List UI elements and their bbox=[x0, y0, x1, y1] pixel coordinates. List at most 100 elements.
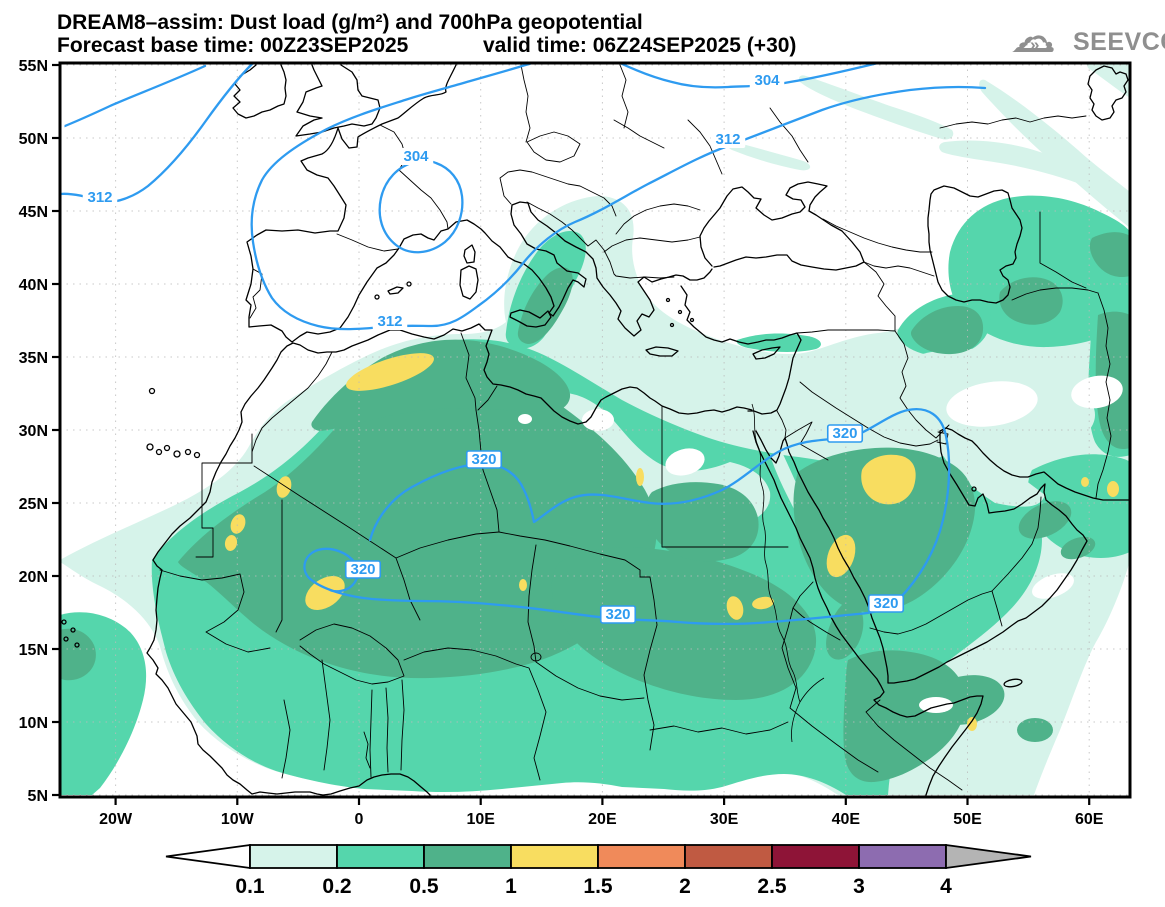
lake-chad bbox=[530, 652, 542, 662]
contour-label-text: 320 bbox=[471, 451, 496, 468]
lon-label: 40E bbox=[832, 811, 861, 828]
colorbar-arrow-below-min bbox=[165, 843, 251, 870]
contour-304-loop bbox=[378, 159, 464, 254]
coast-britain bbox=[295, 64, 381, 137]
lat-label: 15N bbox=[19, 642, 48, 659]
coast-balearics bbox=[387, 286, 404, 295]
contour-label-text: 320 bbox=[350, 561, 375, 578]
colorbar-segment bbox=[771, 844, 860, 869]
coast-corsica bbox=[463, 244, 476, 264]
contour-label-text: 312 bbox=[87, 189, 112, 206]
colorbar-tick-label: 1 bbox=[505, 875, 517, 898]
colorbar-segment bbox=[249, 844, 338, 869]
coast-sardinia bbox=[459, 265, 479, 300]
contour-label-halo bbox=[599, 605, 637, 624]
page-title: DREAM8–assim: Dust load (g/m²) and 700hP… bbox=[57, 11, 643, 34]
colorbar-tick-label: 0.2 bbox=[322, 875, 351, 898]
dust-layer-0.5 bbox=[60, 232, 1130, 783]
colorbar-tick-label: 3 bbox=[853, 875, 865, 898]
colorbar-tick-label: 0.1 bbox=[235, 875, 265, 898]
coast-turkey-levant bbox=[680, 285, 802, 415]
lat-label: 20N bbox=[19, 569, 48, 586]
colorbar-segment bbox=[597, 844, 686, 869]
coast-europe bbox=[245, 64, 713, 343]
coast-small-islands bbox=[61, 281, 1023, 688]
contour-label-halo bbox=[710, 131, 746, 148]
colorbar-segment bbox=[510, 844, 599, 869]
colorbar-tick-label: 0.5 bbox=[409, 875, 439, 898]
coast-redsea-horn bbox=[752, 430, 984, 796]
lon-label: 60E bbox=[1075, 811, 1104, 828]
contour-label-halo bbox=[372, 313, 408, 330]
contour-label-text: 320 bbox=[873, 595, 898, 612]
contour-label-halo bbox=[344, 560, 382, 579]
lat-label: 10N bbox=[19, 715, 48, 732]
contour-label-text: 320 bbox=[832, 425, 857, 442]
map-canvas: 04 312 312 312 304 304 320 320 320 320 320 bbox=[44, 63, 1130, 797]
lon-label: 0 bbox=[355, 811, 364, 828]
coast-sicily bbox=[509, 309, 552, 328]
subtitle-base-time: Forecast base time: 00Z23SEP2025 bbox=[57, 34, 409, 57]
colorbar-segment bbox=[423, 844, 512, 869]
contour-312-main bbox=[250, 63, 987, 331]
contour-304-north bbox=[618, 63, 880, 89]
colorbar-tick-label: 2 bbox=[679, 875, 691, 898]
axes: 55N 50N 45N 40N 35N 30N 25N 20N 15N 10N 5N 20W 10W 0 1… bbox=[19, 58, 1104, 828]
contour-label-halo bbox=[398, 148, 434, 165]
lat-label: 35N bbox=[19, 350, 48, 367]
lat-label: 55N bbox=[19, 58, 48, 75]
coast-crete bbox=[645, 346, 679, 357]
contour-label-text: 312 bbox=[377, 313, 402, 330]
logo-text: SEEVCCC bbox=[1073, 28, 1165, 56]
coast-africa-nw bbox=[146, 323, 753, 796]
colorbar-tick-label: 2.5 bbox=[757, 875, 787, 898]
colorbar-segment bbox=[684, 844, 773, 869]
colorbar-arrow-above-max bbox=[945, 843, 1032, 870]
lake-volta bbox=[363, 731, 371, 769]
country-borders bbox=[159, 64, 1112, 791]
lon-label: 50E bbox=[953, 811, 982, 828]
lon-label: 30E bbox=[710, 811, 739, 828]
dust-load-colorbar: 0.1 0.2 0.5 1 1.5 2 2.5 3 4 bbox=[165, 843, 1032, 898]
cloud-icon: ☁ bbox=[1010, 10, 1056, 62]
lon-label: 20W bbox=[99, 811, 133, 828]
coast-caspian bbox=[927, 185, 1023, 304]
contour-label-halo bbox=[82, 189, 118, 206]
lon-label: 10W bbox=[221, 811, 255, 828]
lat-label: 45N bbox=[19, 204, 48, 221]
lon-label: 20E bbox=[588, 811, 617, 828]
contour-label-text: 304 bbox=[754, 72, 780, 89]
lat-label: 50N bbox=[19, 131, 48, 148]
cloud-inner-icon: ☁ bbox=[1022, 24, 1048, 54]
coast-black-sea bbox=[699, 181, 865, 271]
lon-label: 10E bbox=[466, 811, 495, 828]
colorbar-segment bbox=[858, 844, 947, 869]
coast-ireland bbox=[232, 64, 287, 119]
contour-labels: 04 312 312 312 304 304 320 320 320 320 320 bbox=[44, 72, 905, 624]
contour-312-west bbox=[60, 63, 254, 204]
contour-label-halo bbox=[867, 594, 905, 613]
coastlines bbox=[61, 64, 1130, 796]
cloud-arrows-icon: » bbox=[1030, 35, 1039, 54]
colorbar-tick-label: 4 bbox=[940, 875, 952, 898]
coast-cyprus bbox=[752, 346, 781, 360]
coast-aral bbox=[1087, 65, 1129, 121]
contour-label-text: 04 bbox=[44, 115, 61, 132]
contour-label-text: 312 bbox=[715, 131, 740, 148]
contour-label-halo bbox=[749, 72, 785, 89]
contour-304-nw bbox=[60, 64, 207, 130]
contour-320-main bbox=[303, 408, 951, 626]
colorbar-tick-label: 1.5 bbox=[583, 875, 613, 898]
contour-label-halo bbox=[826, 424, 864, 443]
subtitle-valid-time: valid time: 06Z24SEP2025 (+30) bbox=[483, 34, 796, 57]
lat-label: 5N bbox=[28, 788, 48, 805]
lat-label: 40N bbox=[19, 277, 48, 294]
contour-label-text: 320 bbox=[605, 606, 630, 623]
coast-arabia-gulf bbox=[755, 427, 1130, 684]
geopotential-contours bbox=[60, 63, 987, 626]
grid-lines bbox=[60, 63, 1130, 797]
lat-label: 25N bbox=[19, 496, 48, 513]
lat-label: 30N bbox=[19, 423, 48, 440]
